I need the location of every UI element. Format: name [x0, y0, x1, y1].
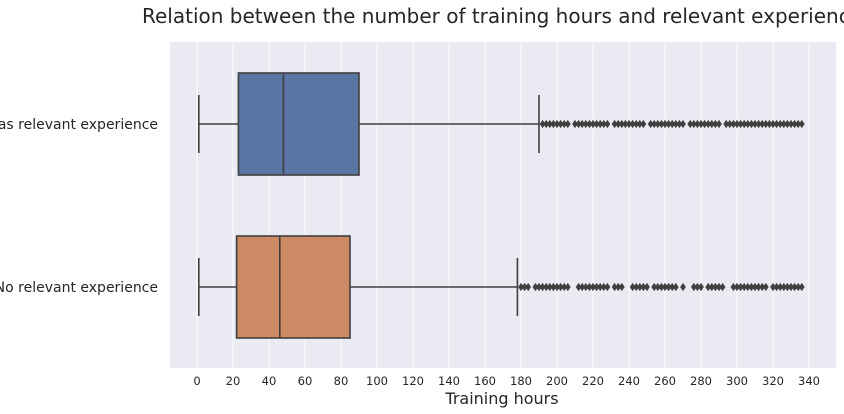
x-tick-label: 80 [334, 374, 349, 388]
box-group [198, 72, 805, 176]
chart-title: Relation between the number of training … [142, 4, 844, 28]
outlier-point [618, 282, 625, 292]
x-tick-label: 20 [226, 374, 241, 388]
x-tick-label: 40 [262, 374, 277, 388]
outlier-point [680, 119, 686, 129]
x-tick-label: 180 [510, 374, 532, 388]
category-label: No relevant experience [0, 280, 158, 296]
outlier-point [798, 119, 805, 129]
x-tick-label: 100 [366, 374, 388, 388]
x-tick-label: 160 [474, 374, 496, 388]
outlier-point [680, 282, 686, 292]
outlier-point [525, 282, 532, 292]
outlier-point [644, 282, 650, 292]
outlier-point [564, 282, 571, 292]
x-axis-label: Training hours [444, 389, 558, 408]
outlier-point [719, 282, 726, 292]
x-tick-label: 240 [618, 374, 640, 388]
outlier-point [698, 282, 704, 292]
x-tick-label: 0 [193, 374, 200, 388]
category-labels: Has relevant experience No relevant exper… [0, 117, 158, 296]
outlier-point [762, 282, 769, 292]
x-tick-label: 300 [726, 374, 748, 388]
outlier-point [716, 119, 722, 129]
x-tick-label: 200 [546, 374, 568, 388]
x-tick-label: 140 [438, 374, 460, 388]
x-tick-label: 280 [690, 374, 712, 388]
x-tick-label: 220 [582, 374, 604, 388]
box-group [198, 235, 805, 339]
outlier-point [640, 119, 647, 129]
outlier-point [798, 282, 805, 292]
box-plots [198, 72, 805, 339]
x-tick-label: 60 [298, 374, 313, 388]
x-tick-labels: 0 20 40 60 80 100 120 140 160 180 200 220 240 260 280 3… [193, 374, 820, 388]
x-tick-label: 320 [762, 374, 784, 388]
x-tick-label: 120 [402, 374, 424, 388]
outlier-point [564, 119, 571, 129]
box-iqr [237, 72, 360, 176]
outlier-point [604, 119, 611, 129]
outlier-point [604, 282, 611, 292]
category-label: Has relevant experience [0, 117, 158, 133]
outlier-point [672, 282, 679, 292]
x-tick-label: 340 [798, 374, 820, 388]
x-tick-label: 260 [654, 374, 676, 388]
box-iqr [235, 235, 351, 339]
